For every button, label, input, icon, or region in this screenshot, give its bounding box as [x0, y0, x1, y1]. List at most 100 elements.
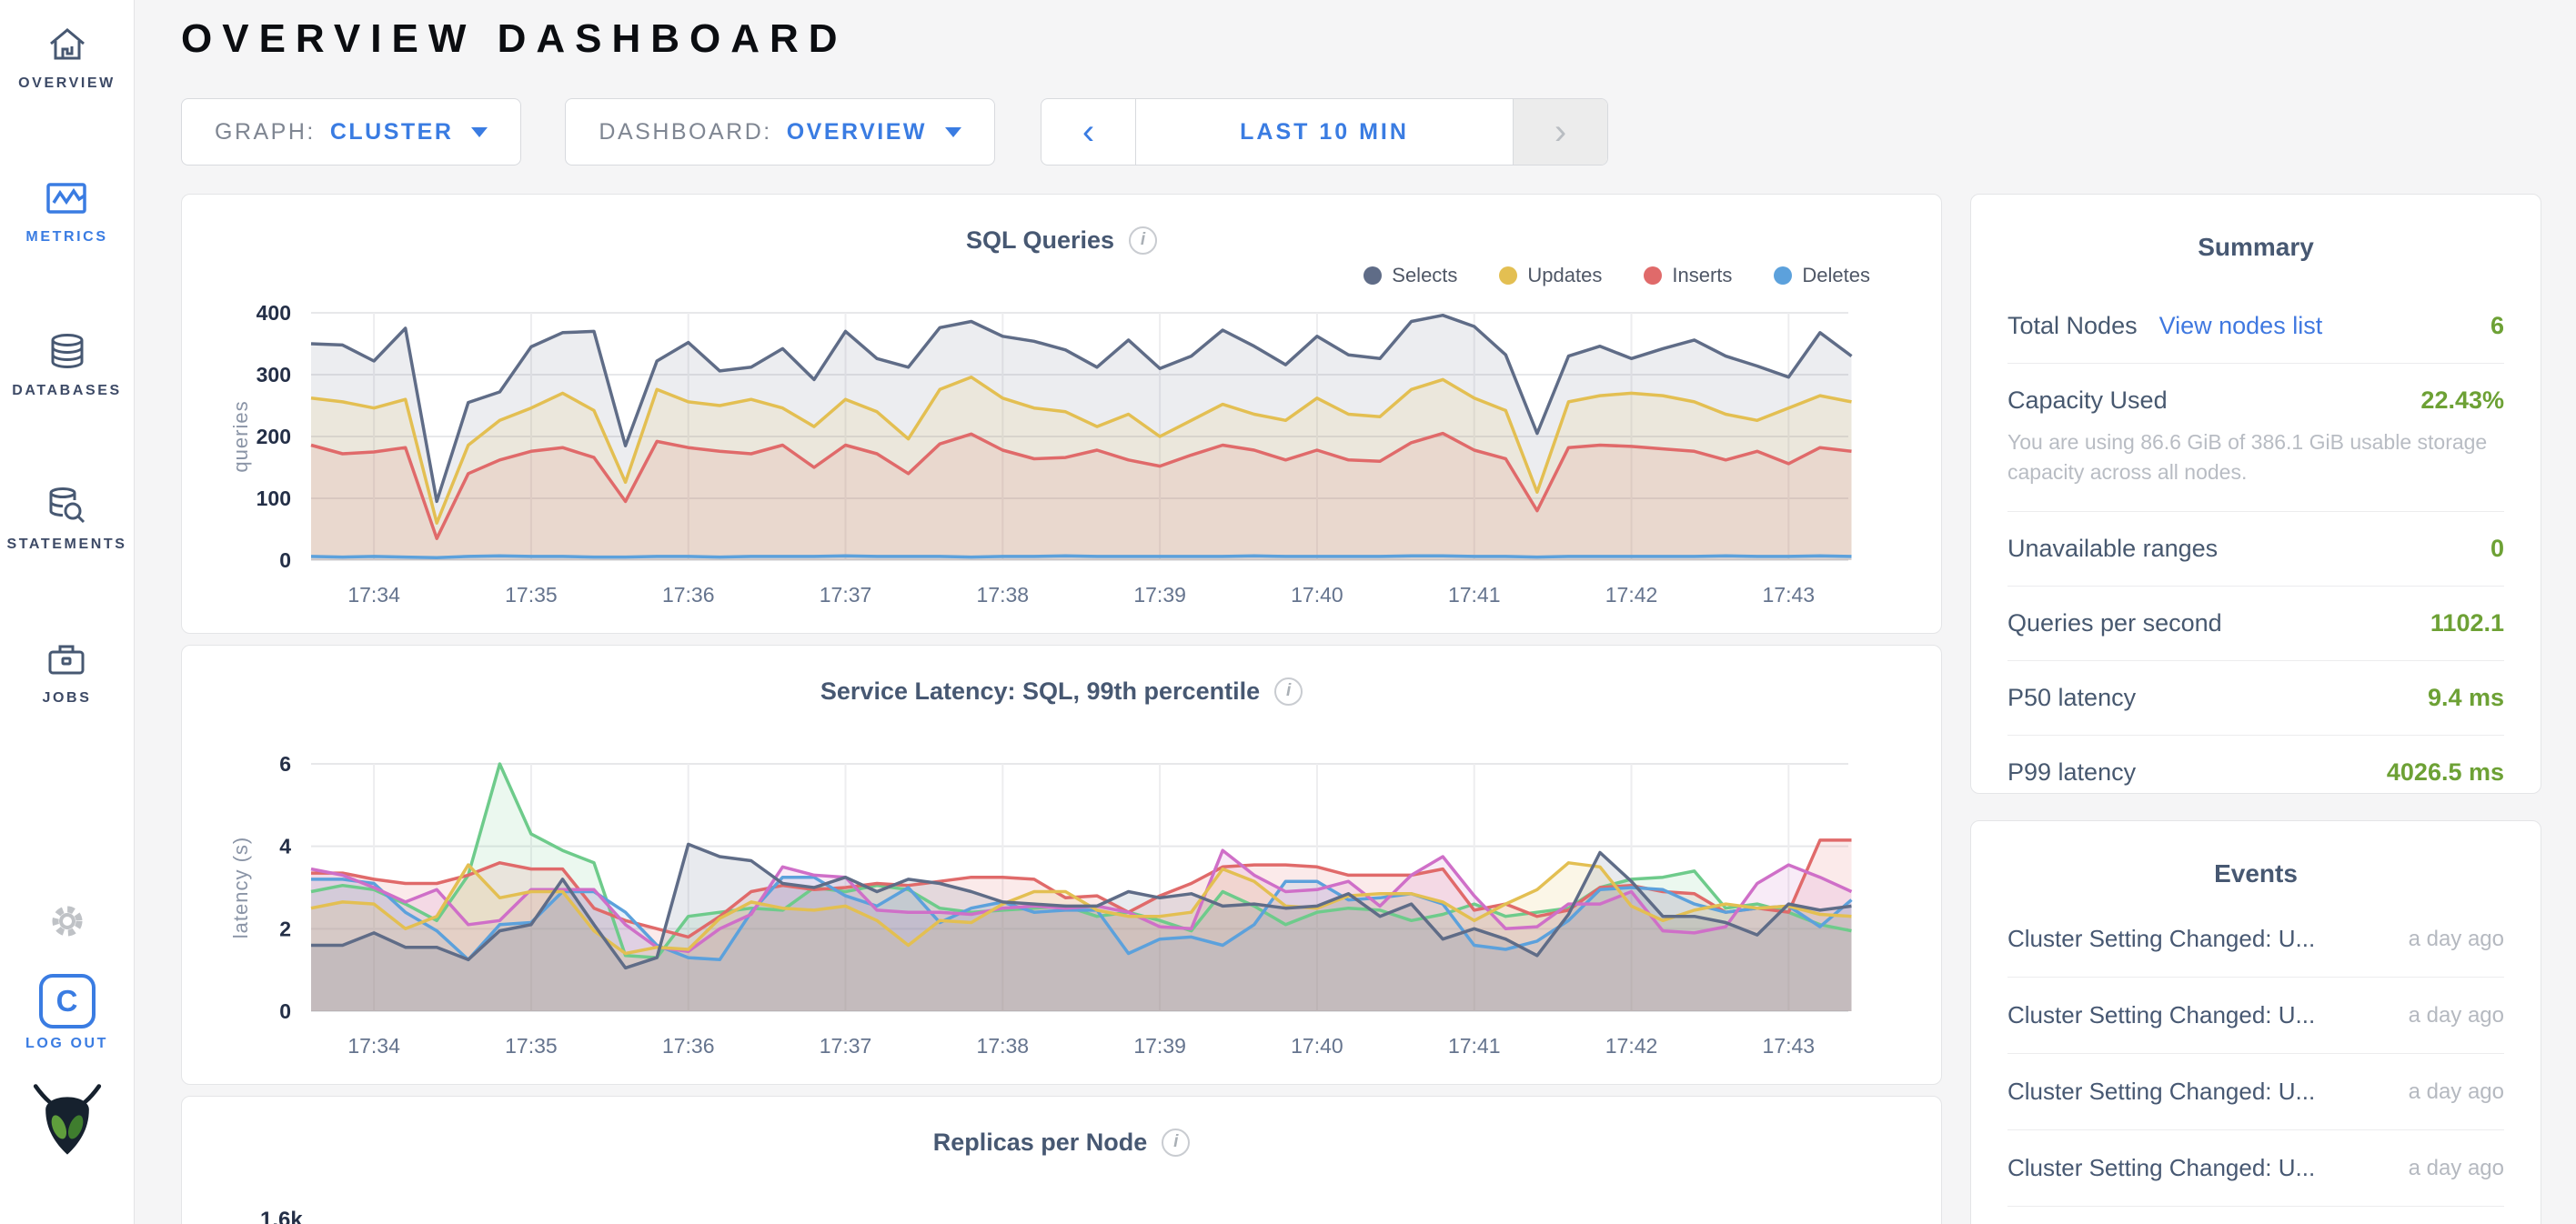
total-nodes-value: 6 [2490, 312, 2504, 339]
statements-icon [49, 487, 86, 524]
logout-letter: C [55, 984, 78, 1018]
replicas-y-tick: 1.6k [260, 1208, 303, 1224]
svg-text:400: 400 [257, 301, 291, 325]
summary-row-p99: P99 latency 4026.5 ms [2007, 736, 2504, 809]
summary-row-qps: Queries per second 1102.1 [2007, 587, 2504, 661]
svg-text:100: 100 [257, 487, 291, 510]
summary-panel: Summary Total Nodes View nodes list 6 [1970, 194, 2541, 794]
p50-latency-label: P50 latency [2007, 683, 2137, 711]
info-icon[interactable]: i [1274, 677, 1303, 706]
svg-text:17:40: 17:40 [1291, 583, 1343, 607]
legend-dot [1499, 266, 1518, 285]
svg-text:17:34: 17:34 [347, 1034, 400, 1058]
capacity-subtext: You are using 86.6 GiB of 386.1 GiB usab… [2007, 430, 2488, 485]
service-latency-card: Service Latency: SQL, 99th percentile i … [181, 645, 1942, 1085]
legend-dot [1774, 266, 1793, 285]
page-title: OVERVIEW DASHBOARD [181, 16, 848, 61]
settings-gear-icon[interactable] [45, 899, 89, 943]
p99-latency-label: P99 latency [2007, 757, 2137, 786]
svg-text:300: 300 [257, 363, 291, 386]
dashboard-dropdown-label: DASHBOARD: [599, 118, 772, 145]
chevron-down-icon [945, 126, 962, 137]
main-content: OVERVIEW DASHBOARD GRAPH: CLUSTER DASHBO… [135, 0, 2576, 1224]
sidebar-item-label: METRICS [25, 229, 108, 245]
time-range-selector: ‹ LAST 10 MIN › [1041, 98, 1609, 166]
sidebar-item-jobs[interactable]: JOBS [43, 638, 92, 707]
sidebar-item-metrics[interactable]: METRICS [25, 177, 107, 246]
chevron-down-icon [471, 126, 488, 137]
svg-text:17:35: 17:35 [505, 583, 558, 607]
svg-text:200: 200 [257, 425, 291, 448]
chart-title: SQL Queries [965, 226, 1115, 254]
logout-label: LOG OUT [25, 1036, 109, 1051]
svg-text:latency (s): latency (s) [229, 837, 252, 938]
sidebar-item-statements[interactable]: STATEMENTS [6, 485, 126, 553]
svg-text:17:34: 17:34 [347, 583, 400, 607]
charts-column: SQL Queries i Selects Updates Inserts [181, 194, 1942, 1224]
legend-dot [1363, 266, 1383, 285]
sidebar-item-overview[interactable]: OVERVIEW [18, 24, 116, 92]
chart-title: Service Latency: SQL, 99th percentile [820, 677, 1261, 705]
events-title: Events [2214, 859, 2298, 888]
events-panel: Events Cluster Setting Changed: U... a d… [1970, 820, 2541, 1224]
event-row: Cluster Setting Changed: U... a day ago [2007, 901, 2504, 978]
svg-text:0: 0 [279, 548, 291, 572]
chart-legend: Selects Updates Inserts Deletes [182, 258, 1941, 293]
svg-text:2: 2 [279, 917, 291, 940]
legend-dot [1644, 266, 1663, 285]
unavailable-ranges-label: Unavailable ranges [2007, 534, 2219, 562]
info-icon[interactable]: i [1129, 226, 1158, 255]
dashboard-dropdown[interactable]: DASHBOARD: OVERVIEW [565, 98, 996, 166]
svg-text:17:41: 17:41 [1448, 583, 1501, 607]
unavailable-ranges-value: 0 [2490, 534, 2504, 562]
legend-item-updates: Updates [1499, 264, 1602, 287]
legend-item-inserts: Inserts [1644, 264, 1732, 287]
svg-text:17:39: 17:39 [1133, 1034, 1186, 1058]
event-row: Cluster Setting Changed: U... a day ago [2007, 1130, 2504, 1207]
time-range-next-button[interactable]: › [1513, 99, 1608, 165]
svg-text:17:38: 17:38 [977, 583, 1030, 607]
dashboard-controls: GRAPH: CLUSTER DASHBOARD: OVERVIEW ‹ LAS… [181, 98, 2542, 166]
cockroachdb-logo[interactable] [27, 1079, 107, 1163]
sidebar: OVERVIEW METRICS DATABASES STATEMENTS [0, 0, 135, 1224]
logout-button[interactable]: C LOG OUT [25, 974, 108, 1052]
service-latency-chart[interactable]: 0 2 4 6 17:34 17:35 17:36 17:37 17:38 17:39 17:40 1… [211, 751, 1912, 1069]
summary-row-p50: P50 latency 9.4 ms [2007, 661, 2504, 736]
sidebar-item-label: OVERVIEW [18, 75, 116, 91]
replicas-per-node-card: Replicas per Node i 1.6k [181, 1096, 1942, 1224]
svg-text:17:35: 17:35 [505, 1034, 558, 1058]
event-row: Cluster Setting Changed: U... a day ago [2007, 1207, 2504, 1224]
svg-text:6: 6 [279, 752, 291, 776]
time-range-prev-button[interactable]: ‹ [1041, 99, 1137, 165]
sidebar-item-databases[interactable]: DATABASES [12, 331, 122, 399]
sidebar-item-label: STATEMENTS [6, 537, 127, 552]
chart-title: Replicas per Node [932, 1128, 1148, 1156]
database-icon [51, 334, 83, 368]
summary-row-capacity: Capacity Used 22.43% You are using 86.6 … [2007, 364, 2504, 512]
view-nodes-list-link[interactable]: View nodes list [2158, 312, 2323, 339]
qps-label: Queries per second [2007, 608, 2222, 637]
dashboard-dropdown-value: OVERVIEW [786, 118, 928, 145]
briefcase-icon [48, 645, 85, 675]
home-icon [49, 28, 85, 60]
svg-text:queries: queries [229, 400, 252, 472]
info-icon[interactable]: i [1162, 1128, 1191, 1157]
sql-queries-card: SQL Queries i Selects Updates Inserts [181, 194, 1942, 634]
summary-row-unavailable-ranges: Unavailable ranges 0 [2007, 512, 2504, 587]
svg-text:17:37: 17:37 [820, 583, 872, 607]
summary-row-total-nodes: Total Nodes View nodes list 6 [2007, 289, 2504, 364]
svg-text:0: 0 [279, 999, 291, 1023]
svg-text:17:37: 17:37 [820, 1034, 872, 1058]
svg-text:17:42: 17:42 [1605, 583, 1658, 607]
p99-latency-value: 4026.5 ms [2386, 757, 2504, 786]
time-range-label[interactable]: LAST 10 MIN [1240, 118, 1409, 145]
svg-text:17:40: 17:40 [1291, 1034, 1343, 1058]
svg-text:17:36: 17:36 [662, 1034, 715, 1058]
graph-dropdown[interactable]: GRAPH: CLUSTER [181, 98, 522, 166]
metrics-icon [46, 183, 87, 214]
capacity-value: 22.43% [2420, 386, 2504, 414]
summary-column: Summary Total Nodes View nodes list 6 [1970, 194, 2541, 1224]
sql-queries-chart[interactable]: 0 100 200 300 400 17:34 17:35 17:36 17:37 17:38 17… [211, 300, 1912, 618]
total-nodes-label: Total Nodes [2007, 312, 2138, 339]
svg-text:17:38: 17:38 [977, 1034, 1030, 1058]
